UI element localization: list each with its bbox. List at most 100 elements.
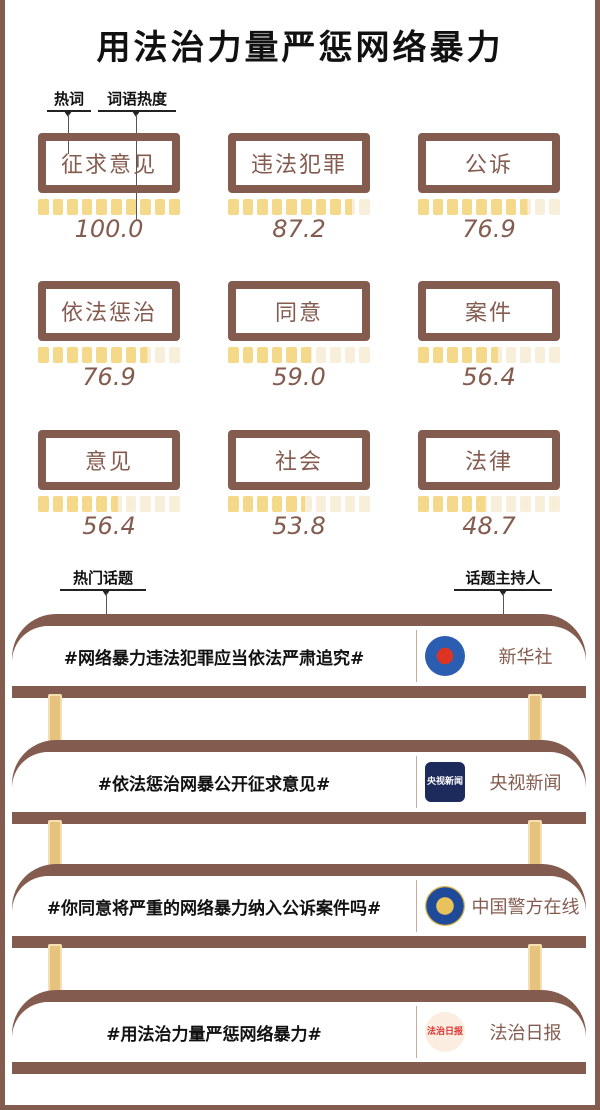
- keyword-box: 征求意见: [38, 133, 180, 193]
- heat-bar-segment: [505, 347, 517, 363]
- heat-bar-segment: [96, 199, 107, 215]
- keyword-card: 意见 56.4: [38, 430, 180, 540]
- connector-post: [528, 694, 542, 744]
- keyword-card: 违法犯罪 87.2: [228, 133, 370, 243]
- host-name[interactable]: 新华社: [498, 647, 553, 668]
- heat-bar-segment: [67, 199, 78, 215]
- heat-bar-segment: [110, 496, 122, 512]
- topic-row[interactable]: #依法惩治网暴公开征求意见# 央视新闻 央视新闻: [12, 740, 586, 824]
- heat-bar-segment: [228, 347, 239, 363]
- heat-bar-segment: [257, 347, 268, 363]
- topic-row[interactable]: #网络暴力违法犯罪应当依法严肃追究# 新华社: [12, 614, 586, 698]
- heat-bar-segment: [96, 496, 107, 512]
- heat-value: 76.9: [82, 363, 136, 391]
- heat-bar: [418, 199, 560, 215]
- heat-bar-segment: [330, 347, 341, 363]
- topic-row[interactable]: #你同意将严重的网络暴力纳入公诉案件吗# 中国警方在线: [12, 864, 586, 948]
- heat-bar-segment: [286, 199, 297, 215]
- connector-post: [48, 694, 62, 744]
- heat-bar-segment: [344, 347, 356, 363]
- topic-text[interactable]: #用法治力量严惩网络暴力#: [106, 1024, 322, 1045]
- page-title: 用法治力量严惩网络暴力: [96, 28, 504, 68]
- topic-text[interactable]: #你同意将严重的网络暴力纳入公诉案件吗#: [46, 898, 382, 919]
- heat-bar-segment: [125, 347, 137, 363]
- keyword-box: 同意: [228, 281, 370, 341]
- keyword-card: 依法惩治 76.9: [38, 281, 180, 391]
- heat-bar-segment: [315, 347, 327, 363]
- keyword-text: 社会: [274, 450, 323, 475]
- heat-bar-segment: [154, 199, 166, 215]
- label-hot-topics: 热门话题: [60, 567, 146, 591]
- heat-bar-segment: [330, 496, 341, 512]
- heat-bar-segment: [300, 347, 312, 363]
- police-badge-logo: [425, 886, 465, 926]
- heat-bar-segment: [242, 199, 254, 215]
- divider: [416, 630, 417, 682]
- heat-bar-segment: [257, 496, 268, 512]
- keyword-box: 法律: [418, 430, 560, 490]
- heat-bar-segment: [125, 199, 137, 215]
- heat-bar-segment: [242, 347, 254, 363]
- host-name[interactable]: 央视新闻: [489, 773, 562, 794]
- keyword-text: 法律: [464, 450, 513, 475]
- heat-bar: [38, 199, 180, 215]
- topic-row[interactable]: #用法治力量严惩网络暴力# 法治日报 法治日报: [12, 990, 586, 1074]
- heat-bar-segment: [534, 199, 546, 215]
- heat-bar-segment: [140, 347, 151, 363]
- heat-bar-segment: [330, 199, 341, 215]
- divider: [416, 1006, 417, 1058]
- heat-bar-segment: [154, 496, 166, 512]
- keyword-box: 案件: [418, 281, 560, 341]
- heat-bar-segment: [534, 347, 546, 363]
- heat-value: 100.0: [74, 215, 144, 243]
- heat-bar-segment: [476, 347, 487, 363]
- heat-bar-segment: [447, 199, 458, 215]
- heat-bar-segment: [110, 199, 122, 215]
- heat-value: 56.4: [82, 512, 136, 540]
- keyword-text: 违法犯罪: [250, 153, 347, 178]
- heat-bar-segment: [257, 199, 268, 215]
- heat-bar: [38, 347, 180, 363]
- keyword-text: 征求意见: [60, 153, 157, 178]
- heat-bar-segment: [490, 496, 502, 512]
- heat-bar-segment: [461, 347, 473, 363]
- heat-bar-segment: [300, 199, 312, 215]
- heat-bar-segment: [271, 199, 283, 215]
- host-name[interactable]: 法治日报: [489, 1023, 562, 1044]
- heat-bar-segment: [169, 496, 180, 512]
- heat-bar-segment: [81, 496, 93, 512]
- heat-bar: [228, 496, 370, 512]
- heat-bar: [418, 496, 560, 512]
- heat-bar-segment: [67, 496, 78, 512]
- label-hot-word: 热词: [47, 88, 91, 112]
- keyword-card: 同意 59.0: [228, 281, 370, 391]
- heat-bar-segment: [52, 199, 64, 215]
- heat-bar-segment: [228, 199, 239, 215]
- xinhua-logo: [425, 636, 465, 676]
- host-name[interactable]: 中国警方在线: [471, 897, 580, 918]
- heat-bar-segment: [38, 347, 49, 363]
- heat-bar-segment: [461, 496, 473, 512]
- topic-text[interactable]: #依法惩治网暴公开征求意见#: [97, 774, 331, 795]
- heat-bar-segment: [125, 496, 137, 512]
- heat-bar-segment: [549, 199, 560, 215]
- keyword-card: 公诉 76.9: [418, 133, 560, 243]
- heat-bar-segment: [271, 347, 283, 363]
- divider: [416, 756, 417, 808]
- keyword-box: 违法犯罪: [228, 133, 370, 193]
- heat-bar-segment: [242, 496, 254, 512]
- heat-bar-segment: [38, 199, 49, 215]
- heat-bar-segment: [505, 496, 517, 512]
- heat-bar-segment: [38, 496, 49, 512]
- heat-bar-segment: [344, 496, 356, 512]
- heat-bar-segment: [520, 199, 531, 215]
- heat-bar: [228, 199, 370, 215]
- connector-post: [528, 944, 542, 994]
- heat-bar-segment: [169, 347, 180, 363]
- heat-bar-segment: [549, 496, 560, 512]
- topic-text[interactable]: #网络暴力违法犯罪应当依法严肃追究#: [63, 648, 365, 669]
- heat-bar-segment: [271, 496, 283, 512]
- keyword-box: 依法惩治: [38, 281, 180, 341]
- connector-post: [48, 944, 62, 994]
